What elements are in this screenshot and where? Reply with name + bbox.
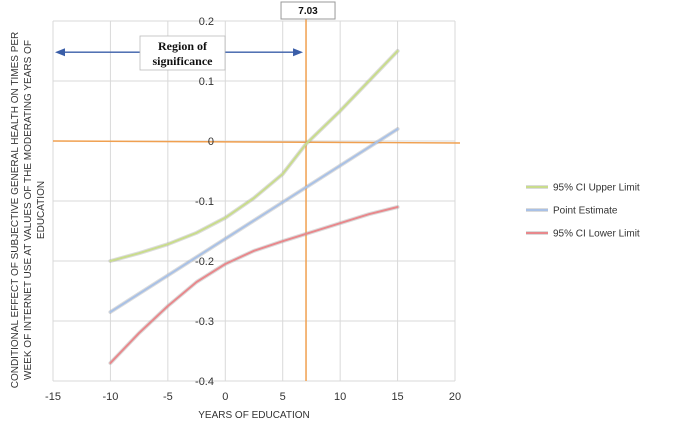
legend-label-point-estimate: Point Estimate bbox=[553, 206, 618, 217]
x-tick-label-3: 0 bbox=[222, 391, 228, 403]
reference-lines: 7.03 bbox=[52, 1, 461, 381]
y-tick-label-6: -0.4 bbox=[195, 376, 214, 388]
y-axis-title-line-2: WEEK OF INTERNET USE AT VALUES OF THE MO… bbox=[23, 40, 34, 380]
legend-label-95-ci-upper-limit: 95% CI Upper Limit bbox=[553, 183, 640, 194]
legend-label-95-ci-lower-limit: 95% CI Lower Limit bbox=[553, 229, 640, 240]
tick-labels: -15 -10 -5 0 5 10 15 20 0.2 0.1 0 -0.1 -0.2 -0.3 -0.4 bbox=[45, 16, 461, 403]
y-tick-label-1: 0.1 bbox=[199, 76, 214, 88]
y-tick-label-0: 0.2 bbox=[199, 16, 214, 28]
x-tick-label-6: 15 bbox=[391, 391, 403, 403]
zero-line bbox=[52, 140, 461, 144]
y-tick-label-2: 0 bbox=[208, 136, 214, 148]
region-arrow-right-head bbox=[293, 48, 304, 57]
series-lines bbox=[108, 49, 400, 365]
threshold-label: 7.03 bbox=[298, 6, 318, 17]
x-tick-label-7: 20 bbox=[449, 391, 461, 403]
series-line-95-ci-upper-limit bbox=[109, 50, 399, 262]
x-tick-label-2: -5 bbox=[163, 391, 173, 403]
x-tick-label-0: -15 bbox=[45, 391, 61, 403]
x-tick-label-5: 10 bbox=[334, 391, 346, 403]
x-axis-title: YEARS OF EDUCATION bbox=[198, 410, 310, 421]
y-tick-label-4: -0.2 bbox=[195, 256, 214, 268]
y-axis-title: CONDITIONAL EFFECT OF SUBJECTIVE GENERAL… bbox=[10, 32, 47, 389]
y-axis-title-line-3: EDUCATION bbox=[36, 181, 47, 239]
series-line-95-ci-lower-limit bbox=[109, 206, 399, 364]
region-arrow-left-head bbox=[55, 48, 65, 57]
y-tick-label-5: -0.3 bbox=[195, 316, 214, 328]
y-axis-title-line-1: CONDITIONAL EFFECT OF SUBJECTIVE GENERAL… bbox=[10, 32, 21, 389]
x-tick-label-1: -10 bbox=[102, 391, 118, 403]
y-tick-label-3: -0.1 bbox=[195, 196, 214, 208]
threshold-label-box bbox=[280, 1, 336, 20]
region-label-line-2: significance bbox=[153, 54, 214, 68]
legend: 95% CI Upper Limit Point Estimate 95% CI L… bbox=[526, 183, 640, 240]
grid bbox=[52, 20, 456, 382]
x-tick-label-4: 5 bbox=[280, 391, 286, 403]
region-label-line-1: Region of bbox=[158, 39, 208, 53]
series-line-point-estimate bbox=[109, 128, 399, 313]
region-label-box bbox=[139, 35, 226, 71]
